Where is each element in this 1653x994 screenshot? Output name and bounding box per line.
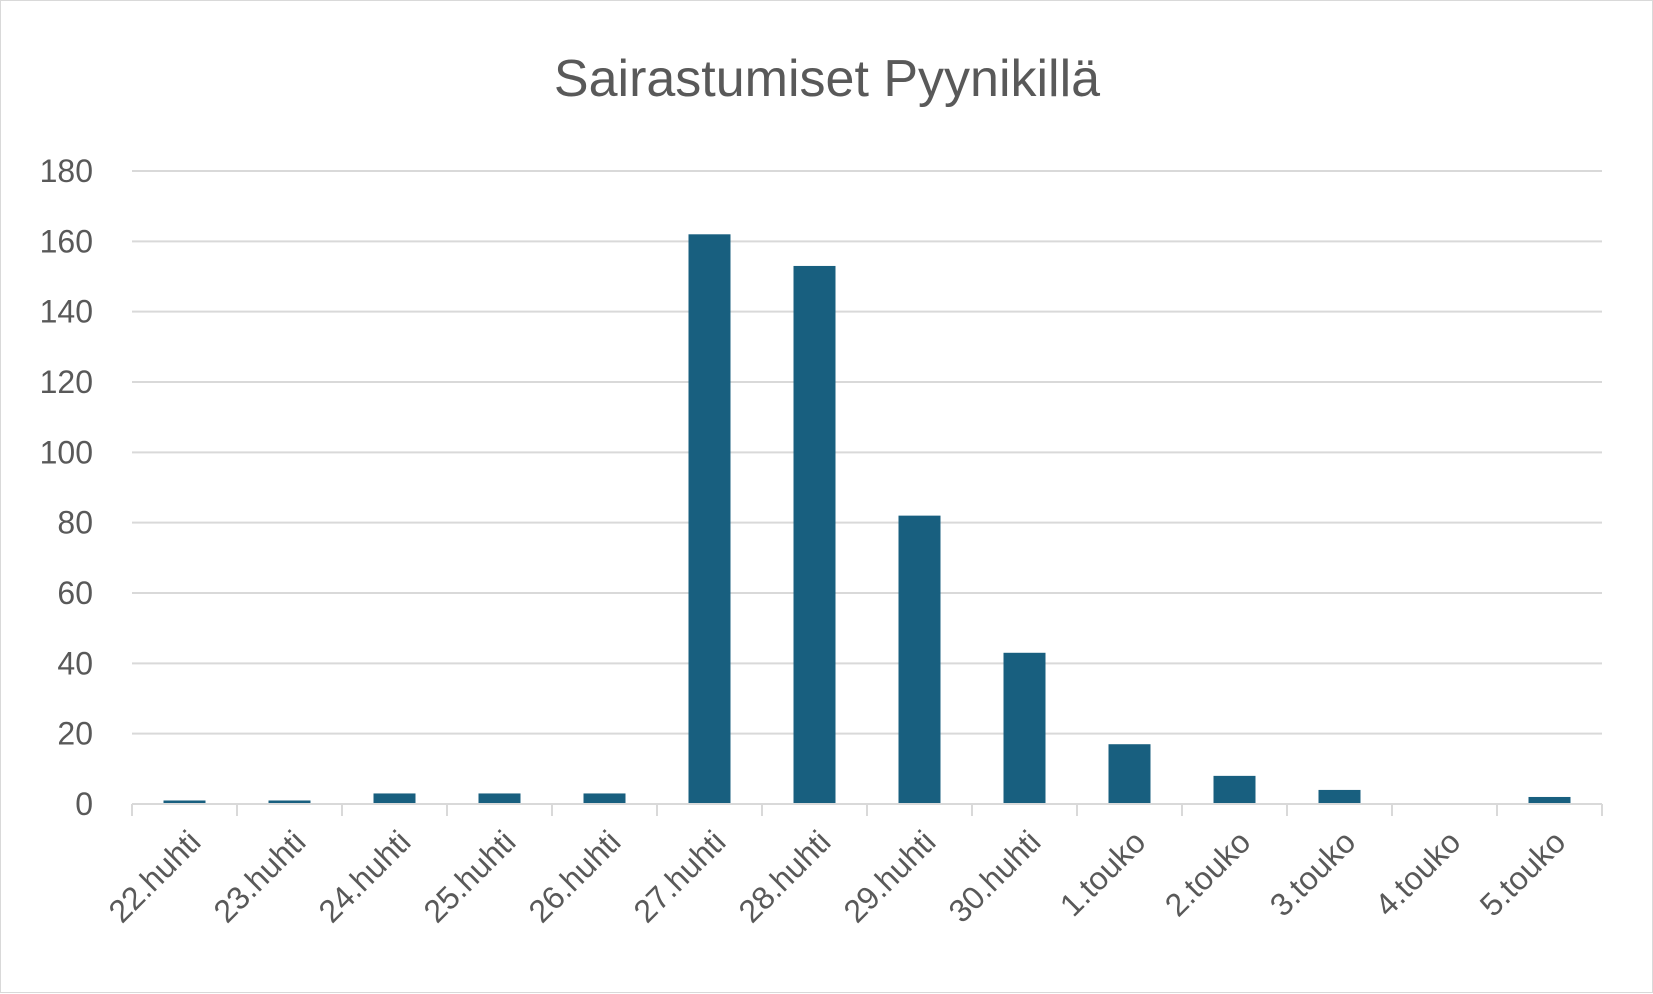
x-tick-label: 3.touko bbox=[1263, 823, 1363, 923]
bar bbox=[1108, 744, 1151, 804]
y-tick-label: 0 bbox=[75, 786, 93, 822]
y-axis-tick-labels: 0 20 40 60 80 100 120 140 160 180 bbox=[40, 153, 93, 822]
bar bbox=[163, 800, 206, 804]
y-tick-label: 140 bbox=[40, 294, 93, 330]
y-tick-label: 100 bbox=[40, 434, 93, 470]
x-tick-label: 24.huhti bbox=[311, 823, 417, 929]
bar bbox=[478, 793, 521, 804]
x-tick-label: 2.touko bbox=[1158, 823, 1258, 923]
x-tick-label: 5.touko bbox=[1473, 823, 1573, 923]
x-tick-label: 26.huhti bbox=[521, 823, 627, 929]
y-tick-label: 160 bbox=[40, 223, 93, 259]
bar bbox=[1003, 652, 1046, 804]
bar bbox=[583, 793, 626, 804]
bars bbox=[163, 234, 1571, 805]
x-tick-label: 29.huhti bbox=[836, 823, 942, 929]
bar bbox=[793, 265, 836, 804]
y-tick-label: 120 bbox=[40, 364, 93, 400]
x-axis-tick-labels: 22.huhti 23.huhti 24.huhti 25.huhti 26.huhti… bbox=[101, 823, 1572, 929]
bar bbox=[1213, 775, 1256, 804]
x-tick-label: 4.touko bbox=[1368, 823, 1468, 923]
x-tick-label: 25.huhti bbox=[416, 823, 522, 929]
y-tick-label: 80 bbox=[57, 505, 93, 541]
x-tick-label: 28.huhti bbox=[731, 823, 837, 929]
x-tick-label: 23.huhti bbox=[206, 823, 312, 929]
bar bbox=[898, 515, 941, 804]
x-tick-label: 27.huhti bbox=[626, 823, 732, 929]
y-tick-label: 20 bbox=[57, 716, 93, 752]
bar bbox=[268, 800, 311, 804]
bar bbox=[688, 234, 731, 805]
chart-title: Sairastumiset Pyynikillä bbox=[554, 50, 1100, 108]
x-axis bbox=[131, 803, 1603, 816]
bar bbox=[1528, 796, 1571, 804]
y-tick-label: 60 bbox=[57, 575, 93, 611]
gridlines bbox=[132, 170, 1602, 735]
bar bbox=[373, 793, 416, 804]
x-tick-label: 22.huhti bbox=[101, 823, 207, 929]
bar bbox=[1318, 789, 1361, 804]
y-tick-label: 40 bbox=[57, 645, 93, 681]
y-tick-label: 180 bbox=[40, 153, 93, 189]
x-tick-label: 1.touko bbox=[1053, 823, 1153, 923]
x-tick-label: 30.huhti bbox=[941, 823, 1047, 929]
